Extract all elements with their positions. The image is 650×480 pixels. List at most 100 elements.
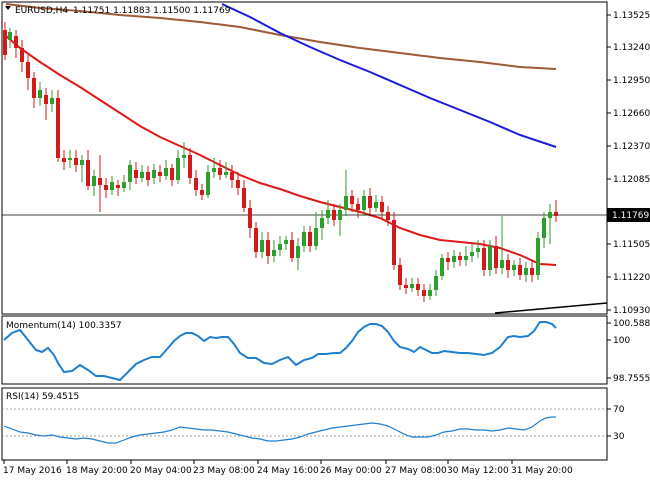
bearish-candle (404, 285, 408, 288)
bearish-candle (290, 240, 294, 258)
bearish-candle (218, 168, 222, 175)
bearish-candle (158, 172, 162, 176)
bullish-candle (320, 218, 324, 228)
momentum-line (3, 321, 557, 382)
bullish-candle (8, 32, 12, 40)
bearish-candle (254, 228, 258, 252)
rsi-pane[interactable] (1, 387, 608, 461)
bearish-candle (14, 36, 18, 48)
bullish-candle (326, 210, 330, 218)
slow-ma-line (5, 3, 557, 70)
time-label: 31 May 20:00 (511, 466, 573, 476)
bullish-candle (548, 212, 552, 218)
collapse-triangle-icon[interactable] (5, 6, 11, 10)
bearish-candle (422, 290, 426, 296)
bearish-candle (506, 260, 510, 270)
bearish-candle (482, 248, 486, 270)
bullish-candle (314, 228, 318, 246)
bearish-candle (458, 256, 462, 260)
chart-ohlc: 1.11751 1.11883 1.11500 1.11769 (73, 6, 231, 16)
bullish-candle (440, 258, 444, 276)
bullish-candle (272, 250, 276, 256)
bearish-candle (494, 246, 498, 268)
momentum-tick: 98.7555 (613, 374, 650, 384)
bullish-candle (362, 196, 366, 210)
bearish-candle (242, 188, 246, 208)
price-pane[interactable] (1, 1, 608, 315)
bearish-candle (266, 240, 270, 256)
bullish-candle (410, 284, 414, 288)
bullish-candle (176, 158, 180, 180)
bullish-candle (278, 244, 282, 250)
time-label: 24 May 16:00 (257, 466, 319, 476)
bearish-candle (308, 232, 312, 246)
price-tick: 1.13525 (613, 11, 650, 21)
bearish-candle (446, 258, 450, 262)
bearish-candle (134, 170, 138, 178)
momentum-axis: 100.5888 100 98.7555 (607, 319, 650, 384)
bullish-candle (524, 268, 528, 275)
rsi-tick: 30 (613, 432, 625, 442)
bullish-candle (224, 172, 228, 175)
price-tick: 1.11220 (613, 273, 650, 283)
bullish-candle (302, 232, 306, 246)
bullish-candle (338, 210, 342, 220)
price-tick: 1.13240 (613, 43, 650, 53)
bearish-candle (32, 78, 36, 98)
time-label: 17 May 2016 (3, 466, 62, 476)
support-trendline[interactable] (494, 302, 608, 314)
rsi-title: RSI(14) 59.4515 (6, 392, 79, 402)
bearish-candle (44, 95, 48, 104)
bullish-candle (68, 158, 72, 160)
rsi-tick: 70 (613, 405, 625, 415)
bearish-candle (98, 178, 102, 185)
bearish-candle (392, 220, 396, 265)
bearish-candle (230, 172, 234, 180)
price-tick: 1.12660 (613, 109, 650, 119)
bearish-candle (386, 212, 390, 220)
bearish-candle (194, 178, 198, 190)
bearish-candle (200, 190, 204, 195)
bullish-candle (542, 218, 546, 238)
price-tick: 1.12085 (613, 175, 650, 185)
current-price-badge (607, 208, 650, 222)
bullish-candle (470, 252, 474, 256)
bullish-candle (152, 170, 156, 178)
price-tick: 1.12370 (613, 142, 650, 152)
bullish-candle (128, 165, 132, 182)
bullish-candle (500, 260, 504, 268)
bearish-candle (554, 212, 558, 216)
bullish-candle (434, 276, 438, 290)
bullish-candle (296, 246, 300, 258)
price-axis: 1.13525 1.13240 1.12950 1.12660 1.12370 … (607, 11, 650, 316)
bullish-candle (536, 238, 540, 275)
bearish-candle (518, 265, 522, 275)
chart-header: EURUSD,H4 1.11751 1.11883 1.11500 1.1176… (5, 6, 231, 16)
bullish-candle (428, 290, 432, 296)
bearish-candle (26, 62, 30, 78)
bullish-candle (92, 176, 96, 186)
momentum-title: Momentum(14) 100.3357 (6, 321, 122, 331)
bearish-candle (248, 208, 252, 228)
bullish-candle (212, 168, 216, 172)
current-price-label: 1.11769 (612, 211, 649, 221)
bullish-candle (488, 246, 492, 270)
bullish-candle (80, 160, 84, 165)
chart-symbol: EURUSD,H4 (15, 6, 68, 16)
fast-ma-line (5, 35, 557, 266)
bearish-candle (368, 196, 372, 208)
momentum-pane[interactable] (1, 315, 608, 385)
bullish-candle (374, 202, 378, 208)
bearish-candle (56, 98, 60, 158)
bearish-candle (86, 160, 90, 186)
bearish-candle (380, 202, 384, 212)
bearish-candle (74, 158, 78, 165)
bearish-candle (104, 185, 108, 190)
time-label: 27 May 08:00 (385, 466, 447, 476)
bullish-candle (260, 240, 264, 252)
mid-ma-line (221, 3, 557, 148)
bullish-candle (38, 90, 42, 98)
bearish-candle (62, 158, 66, 162)
bullish-candle (464, 256, 468, 260)
